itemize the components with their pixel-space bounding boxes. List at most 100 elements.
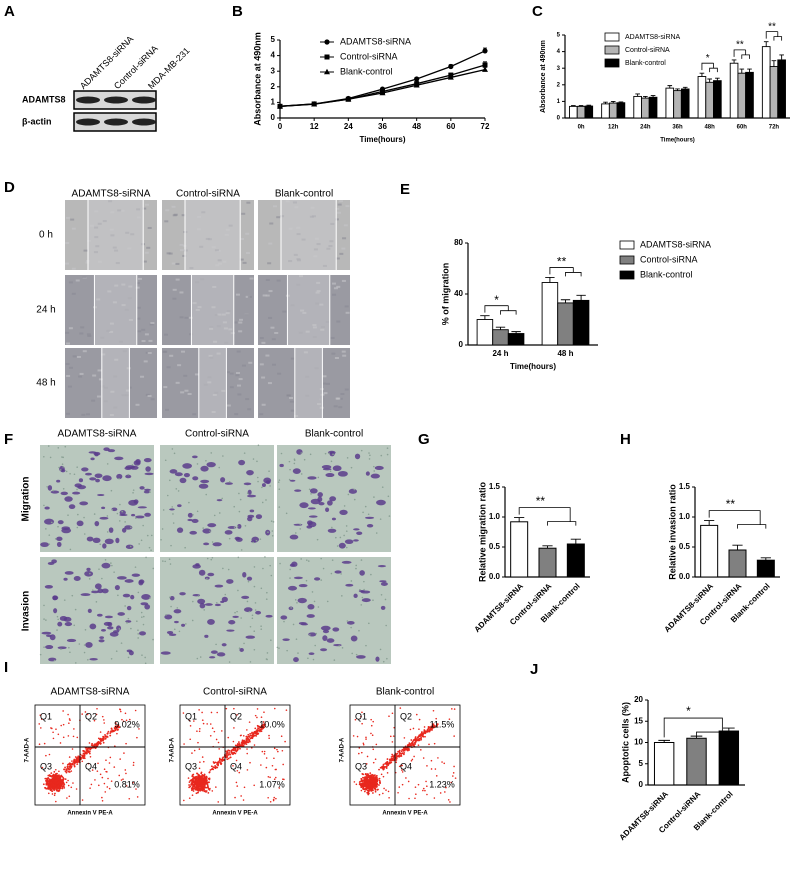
pore (145, 557, 147, 559)
cell (89, 658, 97, 661)
pore (111, 490, 113, 492)
cell (293, 657, 299, 662)
error-bar (739, 69, 744, 73)
texture (248, 296, 252, 298)
event (399, 752, 401, 754)
event (423, 757, 425, 759)
event (424, 736, 426, 738)
pore (141, 616, 143, 618)
event (435, 768, 437, 770)
event (238, 741, 240, 743)
event (369, 778, 371, 780)
pore (221, 498, 223, 500)
event (424, 790, 426, 792)
pore (338, 645, 340, 647)
event (206, 776, 208, 778)
cell (107, 626, 113, 629)
event (400, 707, 402, 709)
event (47, 783, 49, 785)
pore (49, 543, 51, 545)
event (408, 781, 410, 783)
bar (649, 97, 657, 118)
pore (283, 621, 285, 623)
pore (262, 502, 264, 504)
texture (286, 394, 290, 396)
event (449, 801, 451, 803)
event (63, 778, 65, 780)
texture (247, 408, 251, 410)
event (411, 743, 413, 745)
pore (188, 502, 190, 504)
pore (222, 568, 224, 570)
pore (373, 496, 375, 498)
event (55, 728, 57, 730)
event (90, 756, 92, 758)
cell (61, 526, 70, 530)
event (270, 801, 272, 803)
cell (211, 650, 218, 654)
texture (83, 350, 87, 352)
cell (328, 529, 337, 533)
event (196, 792, 198, 794)
texture (148, 340, 152, 342)
event (425, 781, 427, 783)
event (249, 736, 251, 738)
event (247, 739, 249, 741)
texture (272, 338, 276, 340)
pore (350, 627, 352, 629)
texture (261, 377, 265, 379)
event (448, 799, 450, 801)
event (96, 743, 98, 745)
event (56, 778, 58, 780)
cell (138, 506, 147, 508)
bar (573, 300, 589, 345)
event (40, 727, 42, 729)
cell (381, 582, 388, 586)
pore (143, 624, 145, 626)
event (254, 727, 256, 729)
y-tick-label: 0.5 (679, 542, 691, 551)
event (203, 789, 205, 791)
event (434, 743, 436, 745)
pore (337, 545, 339, 547)
event (214, 731, 216, 733)
event (386, 764, 388, 766)
pore (64, 446, 66, 448)
texture (246, 252, 250, 254)
cell (115, 538, 119, 543)
event (262, 751, 264, 753)
event (444, 791, 446, 793)
event (50, 786, 52, 788)
pore (207, 558, 209, 560)
event (281, 735, 283, 737)
quadrant-label: Q3 (355, 761, 367, 771)
event (66, 797, 68, 799)
event (418, 728, 420, 730)
pore (254, 566, 256, 568)
pore (111, 509, 113, 511)
texture (180, 249, 184, 251)
event (363, 783, 365, 785)
texture (236, 294, 240, 296)
legend-marker (324, 39, 329, 44)
pore (294, 458, 296, 460)
pore (381, 594, 383, 596)
event (386, 767, 388, 769)
event (418, 744, 420, 746)
pore (261, 487, 263, 489)
texture (272, 364, 276, 366)
event (201, 771, 203, 773)
event (260, 730, 262, 732)
cell (375, 657, 379, 662)
event (257, 708, 259, 710)
event (105, 738, 107, 740)
texture (180, 391, 184, 393)
texture (80, 373, 84, 375)
event (53, 785, 55, 787)
pore (107, 531, 109, 533)
texture (70, 219, 74, 221)
texture (141, 329, 145, 331)
cell (72, 492, 80, 495)
event (239, 748, 241, 750)
event (63, 787, 65, 789)
